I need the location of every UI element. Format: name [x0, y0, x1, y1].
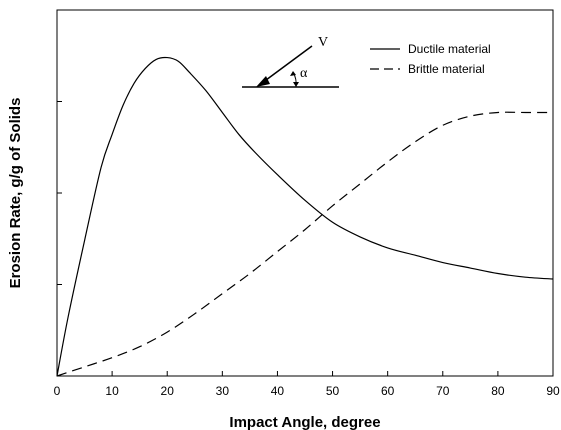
series-line-brittle	[56, 111, 553, 377]
x-tick-label: 90	[546, 384, 560, 398]
legend: Ductile material Brittle material	[370, 42, 491, 76]
x-axis-ticks: 0 10 20 30 40 50 60 70 80 90	[54, 371, 560, 398]
series-line-ductile	[56, 56, 554, 377]
x-tick-label: 80	[491, 384, 505, 398]
velocity-arrow-shaft	[261, 45, 313, 84]
x-axis-title: Impact Angle, degree	[229, 414, 380, 430]
x-tick-label: 20	[161, 384, 175, 398]
x-tick-label: 60	[381, 384, 395, 398]
angle-label: α	[300, 66, 308, 81]
angle-arrow-bottom	[293, 82, 299, 87]
legend-brittle-label: Brittle material	[408, 62, 485, 76]
x-tick-label: 40	[271, 384, 285, 398]
legend-ductile-label: Ductile material	[408, 42, 491, 56]
y-axis-title: Erosion Rate, g/g of Solids	[7, 98, 24, 289]
x-tick-label: 0	[54, 384, 61, 398]
x-tick-label: 50	[326, 384, 340, 398]
velocity-label: V	[318, 35, 328, 50]
x-tick-label: 30	[216, 384, 230, 398]
y-axis-ticks	[57, 101, 62, 285]
series-layer	[56, 56, 554, 377]
velocity-arrow-head	[256, 76, 270, 87]
x-tick-label: 10	[105, 384, 119, 398]
x-tick-label: 70	[436, 384, 450, 398]
angle-arrow-top	[290, 71, 296, 76]
impact-annotation: V α	[242, 35, 339, 88]
